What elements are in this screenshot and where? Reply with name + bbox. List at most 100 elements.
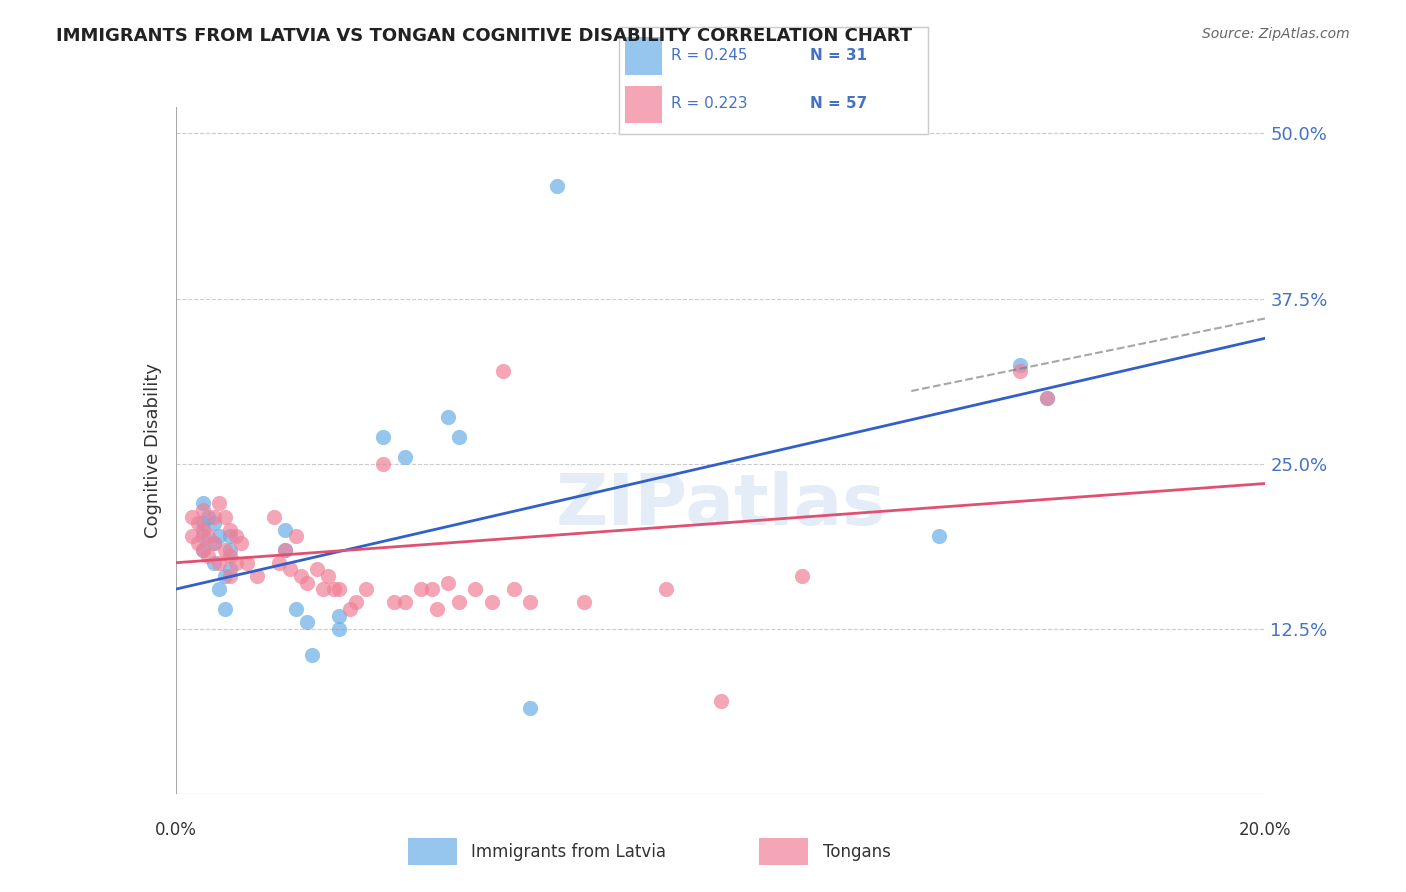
Point: [426, 602, 449, 616]
Point: [519, 701, 541, 715]
Point: [328, 608, 350, 623]
Point: [269, 556, 291, 570]
Text: Source: ZipAtlas.com: Source: ZipAtlas.com: [1202, 27, 1350, 41]
Point: [246, 569, 269, 583]
Point: [263, 509, 285, 524]
Text: Tongans: Tongans: [823, 843, 890, 861]
Point: [290, 569, 312, 583]
Text: R = 0.245: R = 0.245: [671, 48, 748, 63]
Point: [202, 536, 225, 550]
Point: [394, 450, 416, 464]
Point: [202, 516, 225, 530]
Point: [519, 595, 541, 609]
Point: [225, 529, 247, 543]
Point: [382, 595, 405, 609]
Point: [197, 529, 219, 543]
Point: [437, 575, 460, 590]
Point: [278, 562, 301, 576]
Point: [181, 529, 204, 543]
Point: [792, 569, 814, 583]
Point: [208, 496, 231, 510]
Point: [225, 556, 247, 570]
Text: Immigrants from Latvia: Immigrants from Latvia: [471, 843, 666, 861]
Text: R = 0.223: R = 0.223: [671, 96, 748, 112]
Text: ZIPatlas: ZIPatlas: [555, 471, 886, 540]
Point: [202, 556, 225, 570]
Point: [219, 569, 242, 583]
Point: [208, 556, 231, 570]
Point: [328, 622, 350, 636]
Point: [295, 615, 318, 630]
Point: [214, 509, 236, 524]
Point: [394, 595, 416, 609]
Point: [295, 575, 318, 590]
Point: [191, 542, 214, 557]
Point: [312, 582, 335, 596]
Point: [1010, 358, 1032, 372]
Point: [214, 542, 236, 557]
Point: [344, 595, 367, 609]
Bar: [759, 838, 808, 865]
Point: [197, 549, 219, 563]
Point: [447, 595, 470, 609]
Point: [191, 516, 214, 530]
Point: [928, 529, 950, 543]
Point: [437, 410, 460, 425]
Text: 20.0%: 20.0%: [1239, 822, 1292, 839]
Point: [1036, 391, 1059, 405]
Point: [191, 523, 214, 537]
Bar: [408, 838, 457, 865]
Point: [574, 595, 596, 609]
Point: [214, 569, 236, 583]
Point: [1036, 391, 1059, 405]
Point: [231, 536, 253, 550]
Text: N = 31: N = 31: [810, 48, 868, 63]
Text: IMMIGRANTS FROM LATVIA VS TONGAN COGNITIVE DISABILITY CORRELATION CHART: IMMIGRANTS FROM LATVIA VS TONGAN COGNITI…: [56, 27, 912, 45]
Point: [235, 556, 257, 570]
Point: [274, 542, 297, 557]
Point: [420, 582, 443, 596]
Point: [219, 549, 242, 563]
Point: [284, 529, 307, 543]
Point: [191, 503, 214, 517]
Point: [186, 536, 209, 550]
Point: [339, 602, 361, 616]
Point: [371, 457, 394, 471]
Point: [274, 542, 297, 557]
Point: [409, 582, 432, 596]
Y-axis label: Cognitive Disability: Cognitive Disability: [143, 363, 162, 538]
Point: [655, 582, 678, 596]
Point: [1010, 364, 1032, 378]
Point: [191, 542, 214, 557]
Point: [214, 602, 236, 616]
Point: [219, 562, 242, 576]
Point: [307, 562, 329, 576]
Bar: [624, 37, 662, 75]
Point: [284, 602, 307, 616]
Point: [181, 509, 204, 524]
Point: [208, 582, 231, 596]
Point: [274, 523, 297, 537]
Point: [202, 509, 225, 524]
Point: [502, 582, 524, 596]
Point: [371, 430, 394, 444]
Point: [301, 648, 323, 663]
Bar: [624, 86, 662, 123]
Text: 0.0%: 0.0%: [155, 822, 197, 839]
Point: [219, 523, 242, 537]
Point: [208, 529, 231, 543]
Point: [464, 582, 486, 596]
Point: [328, 582, 350, 596]
Point: [710, 694, 733, 708]
Point: [481, 595, 503, 609]
Point: [318, 569, 340, 583]
Point: [197, 509, 219, 524]
Point: [191, 529, 214, 543]
Point: [219, 529, 242, 543]
Point: [191, 496, 214, 510]
Point: [202, 536, 225, 550]
Point: [186, 516, 209, 530]
Point: [546, 179, 568, 194]
Point: [322, 582, 344, 596]
Point: [219, 542, 242, 557]
